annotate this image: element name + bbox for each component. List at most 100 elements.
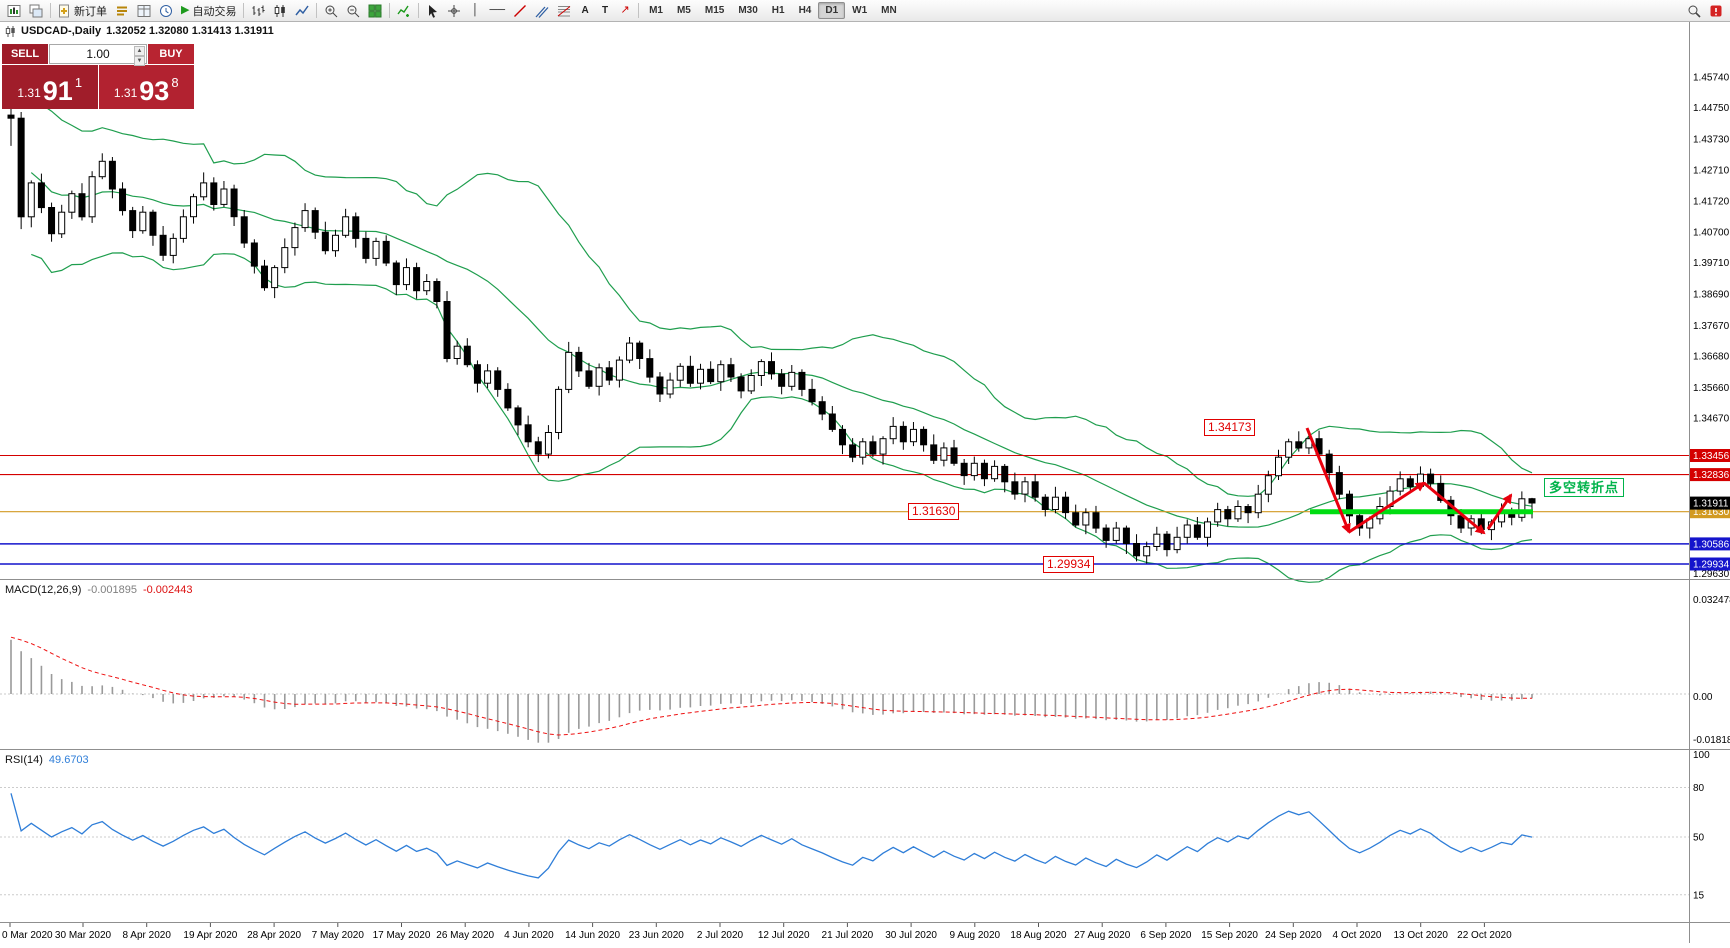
toolbar-separator (316, 3, 318, 18)
svg-text:1.38690: 1.38690 (1693, 290, 1730, 301)
timeframe-button-m1[interactable]: M1 (642, 2, 670, 19)
trendline-button[interactable] (509, 2, 531, 20)
buy-price-prefix: 1.31 (113, 86, 138, 100)
cursor-icon (429, 4, 438, 18)
macd-name: MACD(12,26,9) (5, 584, 82, 596)
sell-price-prefix: 1.31 (17, 86, 41, 100)
svg-text:1.36680: 1.36680 (1693, 352, 1730, 363)
macd-signal-value: -0.002443 (142, 584, 193, 596)
zoom-out-icon (347, 5, 360, 17)
alerts-clock-button[interactable] (155, 2, 177, 20)
buy-price-sup: 8 (171, 75, 179, 90)
svg-text:1.30586: 1.30586 (1693, 539, 1730, 550)
timeframe-button-m5[interactable]: M5 (670, 2, 698, 19)
market-watch-icon (117, 6, 127, 15)
new-order-button[interactable]: 新订单 (54, 2, 111, 20)
bar-chart-icon (252, 5, 266, 16)
profiles-button[interactable] (25, 2, 47, 20)
svg-text:1.33456: 1.33456 (1693, 451, 1730, 462)
volume-input[interactable]: 1.00 ▲ ▼ (49, 44, 147, 66)
rsi-name: RSI(14) (5, 754, 43, 766)
autotrading-label: 自动交易 (192, 5, 237, 18)
help-icon (1710, 5, 1722, 16)
svg-text:27 Aug 2020: 27 Aug 2020 (1074, 930, 1131, 941)
crosshair-button[interactable] (443, 2, 465, 20)
svg-text:1.34670: 1.34670 (1693, 414, 1730, 425)
price-label-high[interactable]: 1.34173 (1204, 419, 1256, 436)
svg-text:0.00: 0.00 (1693, 692, 1713, 703)
svg-text:15 Sep 2020: 15 Sep 2020 (1201, 930, 1258, 941)
fibonacci-button[interactable] (553, 2, 575, 20)
svg-text:2 Jul 2020: 2 Jul 2020 (697, 930, 744, 941)
rsi-pane-label: RSI(14) 49.6703 (5, 754, 89, 766)
autotrading-button[interactable]: ▶ 自动交易 (177, 2, 240, 20)
toolbar-right-group (1683, 2, 1727, 20)
arrows-tool-button[interactable]: ↗ (615, 2, 635, 20)
svg-text:21 Jul 2020: 21 Jul 2020 (822, 930, 874, 941)
timeframe-button-h1[interactable]: H1 (765, 2, 792, 19)
zoom-out-button[interactable] (342, 2, 364, 20)
buy-button[interactable]: BUY (148, 44, 194, 64)
volume-up-button[interactable]: ▲ (134, 46, 145, 56)
one-click-trading-panel: SELL 1.00 ▲ ▼ BUY 1.31 91 1 1.31 93 8 (2, 44, 194, 109)
indicators-button[interactable] (393, 2, 415, 20)
svg-text:1.43730: 1.43730 (1693, 134, 1730, 145)
timeframe-button-d1[interactable]: D1 (818, 2, 846, 19)
line-chart-button[interactable] (291, 2, 313, 20)
timeframe-button-w1[interactable]: W1 (845, 2, 874, 19)
timeframe-button-m15[interactable]: M15 (698, 2, 731, 19)
market-watch-button[interactable] (111, 2, 133, 20)
new-chart-icon (7, 4, 21, 17)
zoom-in-button[interactable] (320, 2, 342, 20)
macd-pane-label: MACD(12,26,9) -0.001895 -0.002443 (5, 584, 193, 596)
tile-windows-button[interactable] (364, 2, 386, 20)
svg-text:-0.018182: -0.018182 (1693, 735, 1730, 746)
svg-text:12 Jul 2020: 12 Jul 2020 (758, 930, 810, 941)
buy-price-big: 93 (139, 76, 170, 106)
candlestick-chart-icon (275, 4, 286, 17)
svg-text:7 May 2020: 7 May 2020 (312, 930, 365, 941)
channel-button[interactable] (531, 2, 553, 20)
trendline-icon (514, 4, 527, 17)
label-tool-button[interactable]: T (595, 2, 615, 20)
buy-price-display[interactable]: 1.31 93 8 (98, 65, 194, 109)
arrow-tool-icon: ↗ (620, 4, 630, 16)
candlestick-chart-button[interactable] (269, 2, 291, 20)
text-tool-button[interactable]: A (575, 2, 595, 20)
svg-text:0 Mar 2020: 0 Mar 2020 (2, 930, 53, 941)
autotrading-play-icon: ▶ (181, 4, 190, 16)
macd-main-value: -0.001895 (87, 584, 137, 596)
svg-text:30 Mar 2020: 30 Mar 2020 (55, 930, 112, 941)
chart-ohlc-values: 1.32052 1.32080 1.31413 1.31911 (106, 25, 274, 37)
help-button[interactable] (1705, 2, 1727, 20)
new-order-icon (59, 4, 69, 17)
svg-text:28 Apr 2020: 28 Apr 2020 (247, 930, 301, 941)
bar-chart-button[interactable] (247, 2, 269, 20)
turning-point-note[interactable]: 多空转折点 (1544, 478, 1625, 497)
vertical-line-button[interactable]: │ (465, 2, 485, 20)
sell-button[interactable]: SELL (2, 44, 48, 64)
horizontal-line-button[interactable]: ── (485, 2, 509, 20)
price-label-support[interactable]: 1.31630 (908, 503, 960, 520)
svg-text:1.29934: 1.29934 (1693, 560, 1730, 571)
sell-price-display[interactable]: 1.31 91 1 (2, 65, 98, 109)
svg-text:1.39710: 1.39710 (1693, 258, 1730, 269)
price-label-low[interactable]: 1.29934 (1043, 556, 1095, 573)
timeframe-button-mn[interactable]: MN (874, 2, 904, 19)
data-window-button[interactable] (133, 2, 155, 20)
timeframe-button-h4[interactable]: H4 (792, 2, 819, 19)
cursor-button[interactable] (422, 2, 443, 20)
svg-text:6 Sep 2020: 6 Sep 2020 (1140, 930, 1192, 941)
svg-text:1.32836: 1.32836 (1693, 470, 1730, 481)
volume-down-button[interactable]: ▼ (134, 56, 145, 66)
timeframe-button-m30[interactable]: M30 (731, 2, 764, 19)
svg-text:19 Apr 2020: 19 Apr 2020 (183, 930, 237, 941)
svg-text:14 Jun 2020: 14 Jun 2020 (565, 930, 620, 941)
profiles-icon (29, 4, 43, 17)
svg-text:15: 15 (1693, 890, 1705, 901)
search-button[interactable] (1683, 2, 1705, 20)
svg-text:22 Oct 2020: 22 Oct 2020 (1457, 930, 1512, 941)
new-chart-button[interactable] (3, 2, 25, 20)
